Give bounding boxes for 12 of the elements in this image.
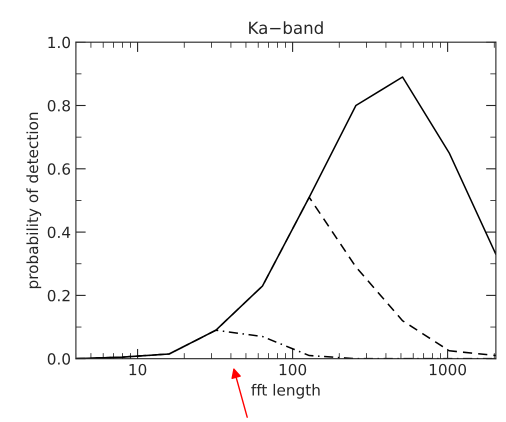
y-axis-title: probability of detection	[26, 112, 42, 288]
y-tick-label: 0.4	[48, 226, 70, 238]
x-tick-label: 1000	[430, 364, 466, 376]
y-tick-label: 0.8	[48, 100, 70, 112]
y-tick-label: 0.2	[48, 290, 70, 302]
y-tick-label: 0.0	[48, 353, 70, 365]
y-tick-label: 0.6	[48, 163, 70, 175]
x-tick-label: 100	[280, 364, 306, 376]
x-axis-title: fft length	[251, 384, 320, 399]
x-tick-label: 10	[130, 364, 146, 376]
chart-title: Ka−band	[249, 21, 323, 34]
y-tick-label: 1.0	[48, 36, 70, 48]
